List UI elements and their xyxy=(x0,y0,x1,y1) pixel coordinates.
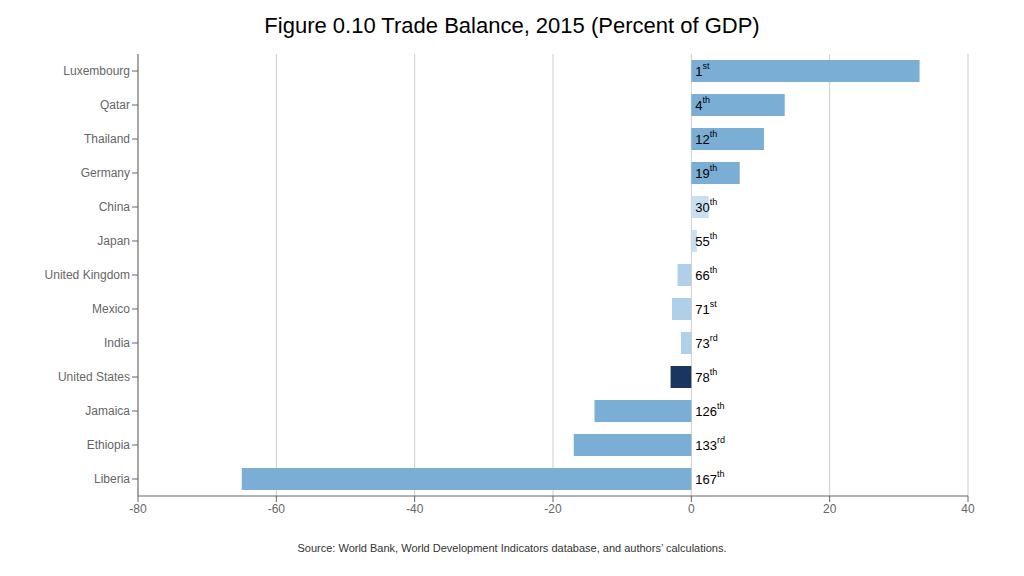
svg-text:Thailand: Thailand xyxy=(84,132,130,146)
svg-text:China: China xyxy=(99,200,131,214)
svg-text:40: 40 xyxy=(961,502,975,516)
svg-text:United States: United States xyxy=(58,370,130,384)
svg-text:30th: 30th xyxy=(695,197,717,215)
svg-text:19th: 19th xyxy=(695,163,717,181)
svg-text:-40: -40 xyxy=(406,502,424,516)
svg-text:78th: 78th xyxy=(695,367,717,385)
svg-text:0: 0 xyxy=(688,502,695,516)
svg-text:Qatar: Qatar xyxy=(100,98,130,112)
svg-text:55th: 55th xyxy=(695,231,717,249)
svg-text:Jamaica: Jamaica xyxy=(85,404,130,418)
svg-text:-20: -20 xyxy=(544,502,562,516)
svg-text:Luxembourg: Luxembourg xyxy=(63,64,130,78)
svg-text:Ethiopia: Ethiopia xyxy=(87,438,131,452)
svg-text:-80: -80 xyxy=(129,502,147,516)
svg-text:66th: 66th xyxy=(695,265,717,283)
html-text:Source: World Bank, World Deve: Source: World Bank, World Development In… xyxy=(297,542,727,554)
svg-text:133rd: 133rd xyxy=(695,435,725,453)
svg-text:United Kingdom: United Kingdom xyxy=(45,268,130,282)
svg-text:Liberia: Liberia xyxy=(94,472,130,486)
svg-text:167th: 167th xyxy=(695,469,724,487)
svg-text:71st: 71st xyxy=(695,299,717,317)
svg-text:126th: 126th xyxy=(695,401,724,419)
svg-text:12th: 12th xyxy=(695,129,717,147)
svg-text:-60: -60 xyxy=(268,502,286,516)
svg-text:20: 20 xyxy=(823,502,837,516)
svg-text:India: India xyxy=(104,336,130,350)
svg-text:1st: 1st xyxy=(695,61,710,79)
svg-text:4th: 4th xyxy=(695,95,710,113)
svg-text:Japan: Japan xyxy=(97,234,130,248)
svg-text:Mexico: Mexico xyxy=(92,302,130,316)
html-text:Figure 0.10 Trade Balance, 201: Figure 0.10 Trade Balance, 2015 (Percent… xyxy=(264,13,760,38)
svg-text:Germany: Germany xyxy=(81,166,130,180)
svg-text:73rd: 73rd xyxy=(695,333,717,351)
